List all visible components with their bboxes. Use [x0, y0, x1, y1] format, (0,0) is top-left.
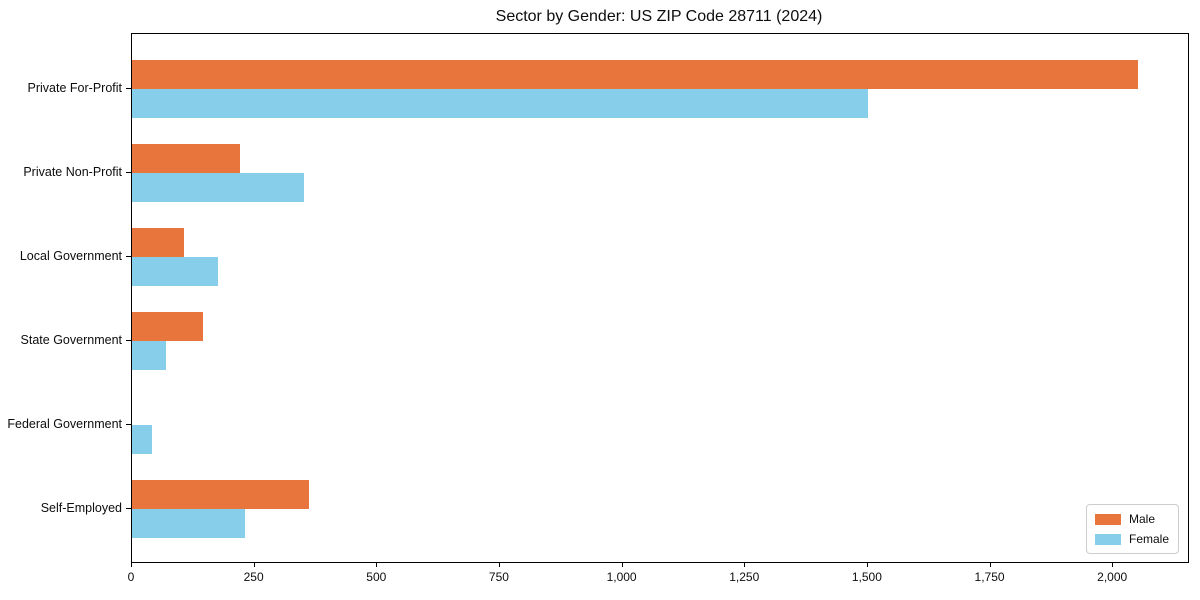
- x-tick-mark: [376, 562, 378, 567]
- y-tick-mark: [126, 88, 131, 90]
- x-tick-label-750: 750: [488, 570, 509, 584]
- x-tick-mark: [131, 562, 133, 567]
- bar-female-local-government: [132, 257, 218, 286]
- bar-female-state-government: [132, 341, 167, 370]
- bar-male-state-government: [132, 312, 204, 341]
- y-tick-label-federal-government: Federal Government: [7, 417, 122, 431]
- y-tick-label-local-government: Local Government: [19, 249, 122, 263]
- y-tick-label-self-employed: Self-Employed: [40, 501, 122, 515]
- x-tick-label-1-500: 1,500: [851, 570, 882, 584]
- bar-male-self-employed: [132, 480, 309, 509]
- y-tick-mark: [126, 172, 131, 174]
- legend-swatch-male: [1094, 513, 1121, 525]
- bar-female-federal-government: [132, 425, 152, 454]
- y-tick-mark: [126, 424, 131, 426]
- bar-female-private-non-profit: [132, 173, 304, 202]
- x-tick-mark: [621, 562, 623, 567]
- y-tick-label-private-for-profit: Private For-Profit: [27, 81, 122, 95]
- legend-label-male: Male: [1128, 512, 1155, 526]
- bar-male-private-for-profit: [132, 60, 1138, 89]
- x-tick-label-1-000: 1,000: [606, 570, 637, 584]
- y-tick-label-state-government: State Government: [20, 333, 122, 347]
- bar-female-self-employed: [132, 509, 245, 538]
- x-tick-label-0: 0: [127, 570, 135, 584]
- bar-female-private-for-profit: [132, 89, 868, 118]
- y-tick-mark: [126, 508, 131, 510]
- x-tick-label-500: 500: [366, 570, 387, 584]
- legend-label-female: Female: [1128, 532, 1169, 546]
- legend: Male Female: [1085, 504, 1179, 554]
- x-tick-mark: [989, 562, 991, 567]
- y-tick-label-private-non-profit: Private Non-Profit: [23, 165, 122, 179]
- y-tick-mark: [126, 256, 131, 258]
- x-tick-mark: [1112, 562, 1114, 567]
- bar-male-local-government: [132, 228, 184, 257]
- x-tick-mark: [866, 562, 869, 567]
- x-tick-mark: [253, 562, 255, 567]
- x-tick-label-1-250: 1,250: [729, 570, 760, 584]
- x-tick-label-250: 250: [243, 570, 264, 584]
- x-tick-label-1-750: 1,750: [974, 570, 1005, 584]
- legend-item-male: Male: [1094, 511, 1169, 527]
- bar-male-private-non-profit: [132, 144, 240, 173]
- legend-item-female: Female: [1094, 531, 1169, 547]
- x-tick-label-2-000: 2,000: [1097, 570, 1128, 584]
- x-tick-mark: [498, 562, 501, 567]
- legend-swatch-female: [1094, 533, 1121, 545]
- x-tick-mark: [744, 562, 746, 567]
- chart-title: Sector by Gender: US ZIP Code 28711 (202…: [495, 8, 823, 25]
- y-tick-mark: [126, 340, 131, 342]
- plot-area: Male Female: [131, 33, 1189, 563]
